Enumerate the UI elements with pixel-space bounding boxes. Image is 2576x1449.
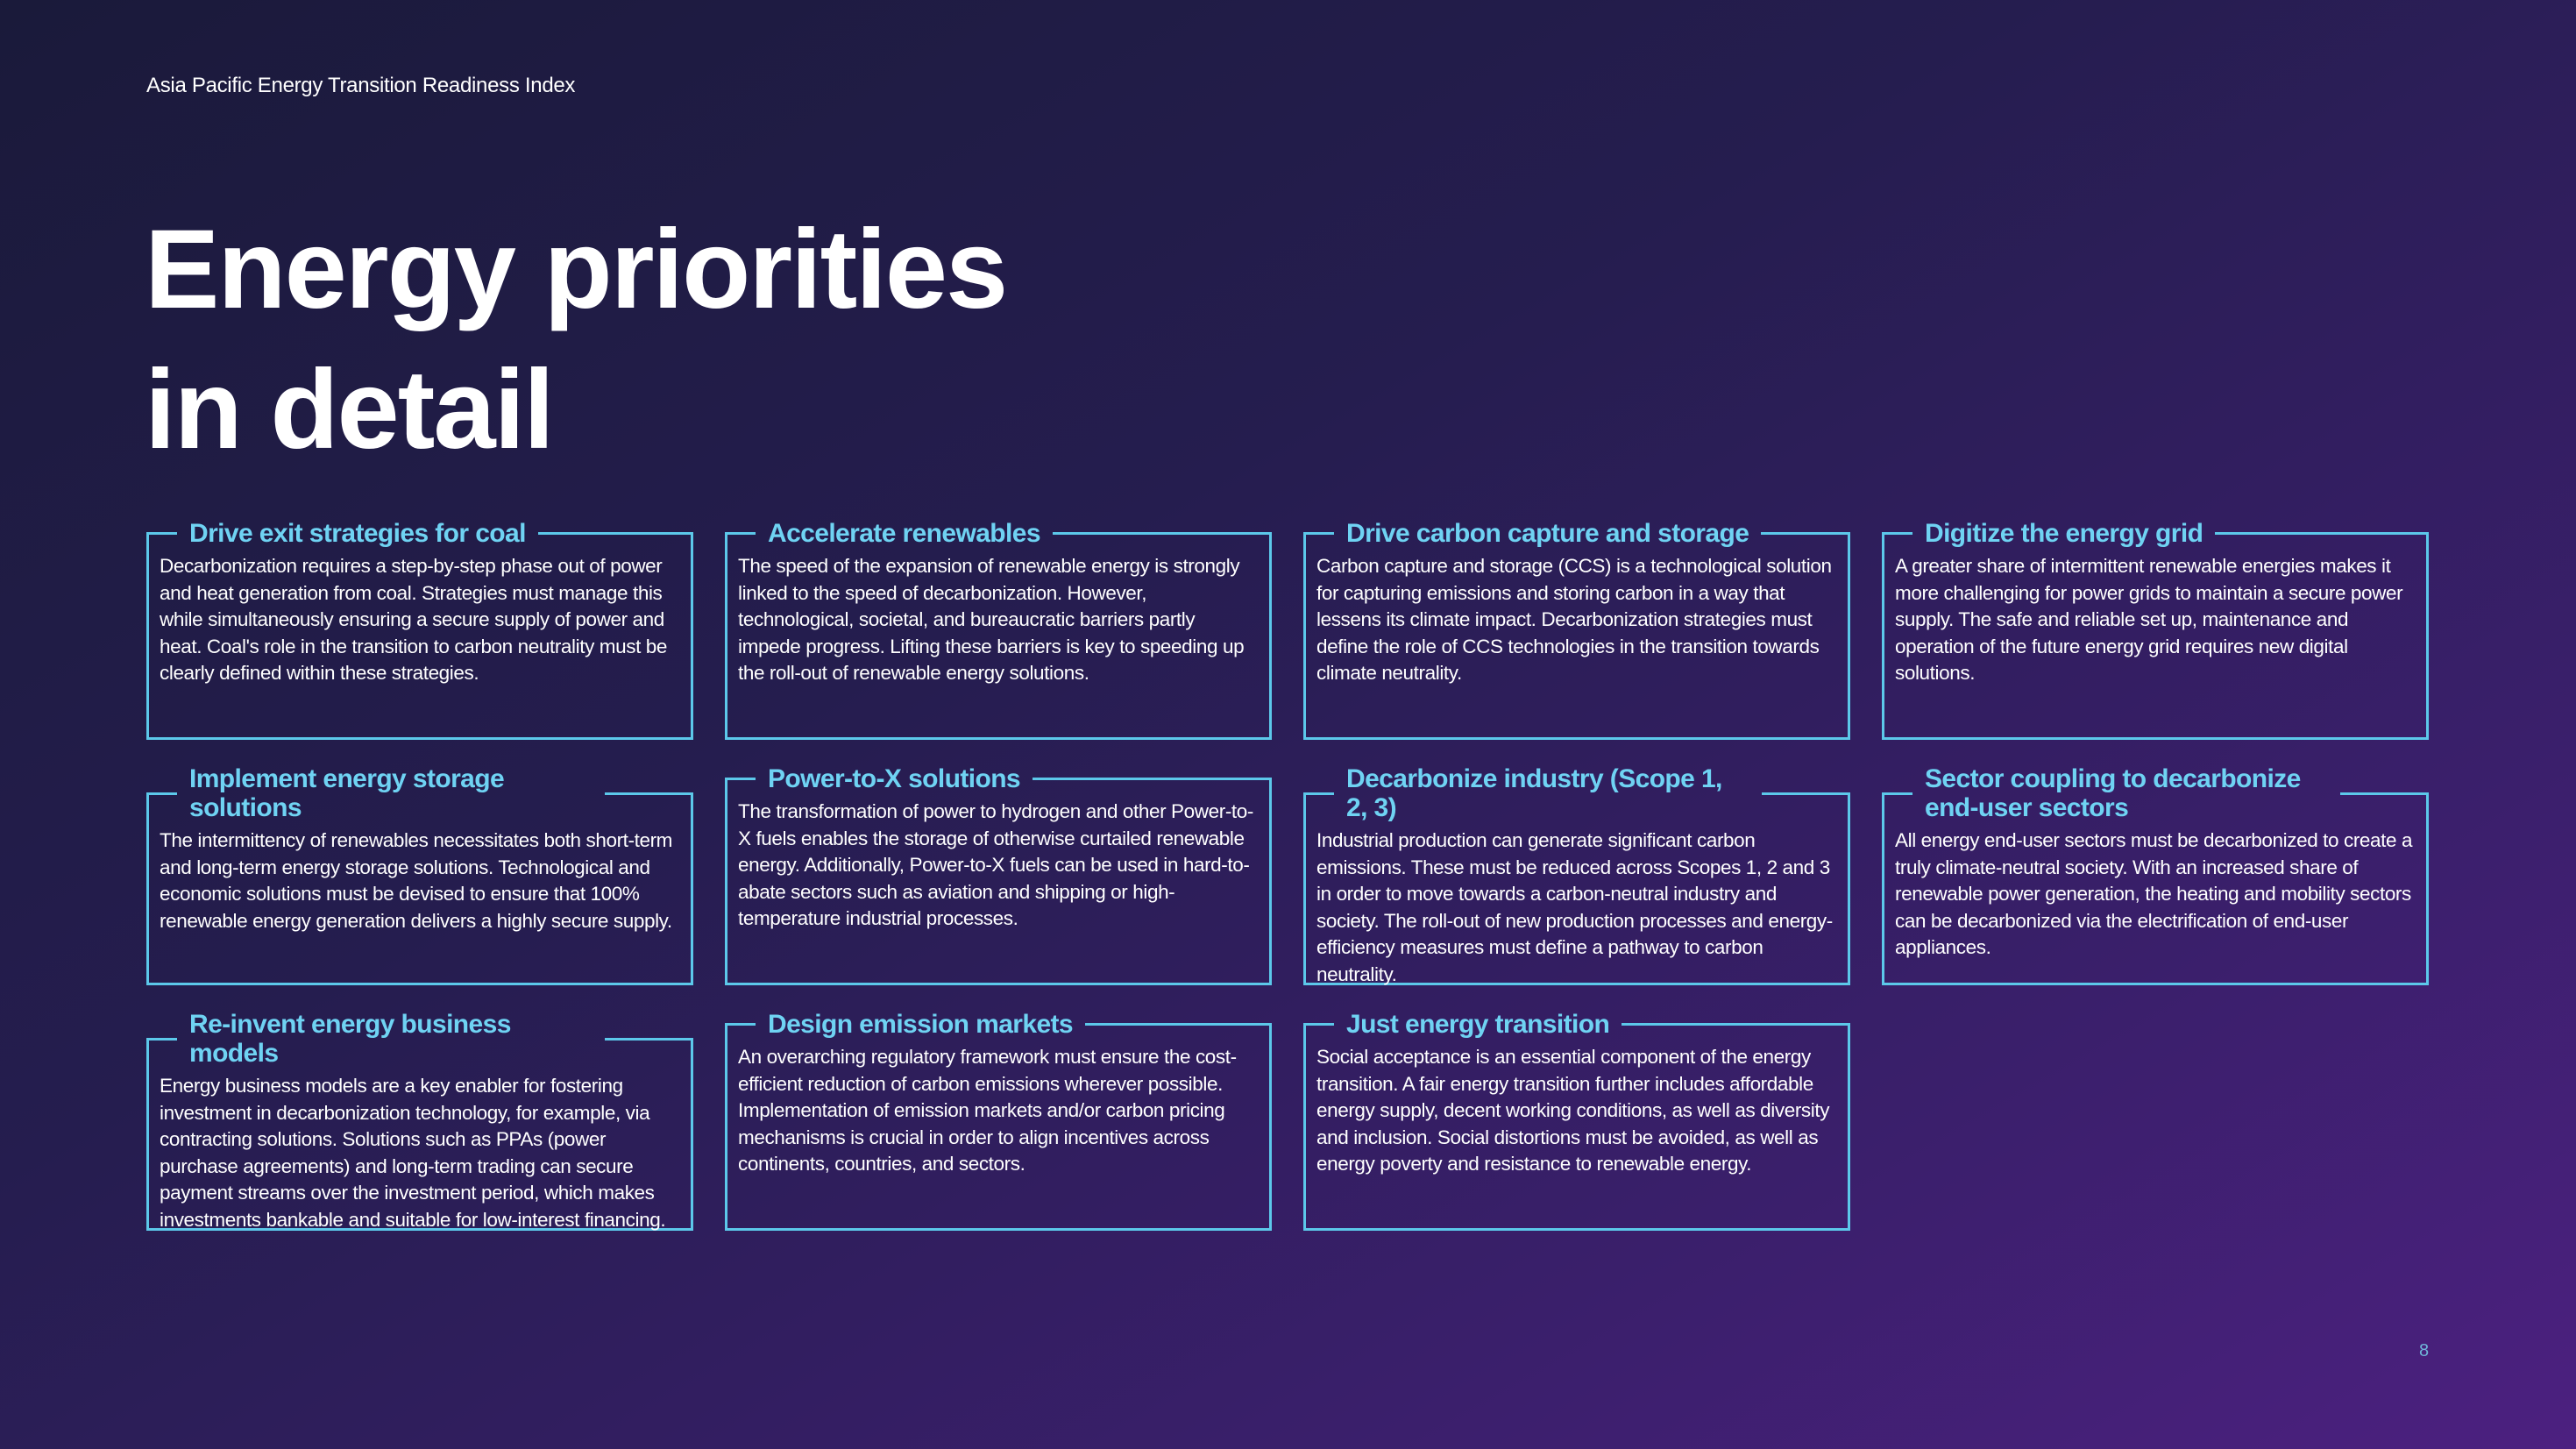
priority-card-body: All energy end-user sectors must be deca… [1895,829,2413,958]
priority-card: Drive carbon capture and storage Carbon c… [1303,519,1850,740]
priority-card: Design emission markets An overarching re… [725,1010,1272,1231]
priority-card-title: Power-to-X solutions [768,764,1021,793]
priority-card-title: Re-invent energy business models [189,1010,511,1068]
page-title-line-1: Energy priorities [145,207,1008,332]
priority-card: Accelerate renewables The speed of the ex… [725,519,1272,740]
priority-card-title: Drive carbon capture and storage [1346,519,1749,548]
priority-card-body: The transformation of power to hydrogen … [738,800,1253,929]
priority-card-title: Just energy transition [1346,1010,1610,1039]
priority-card-title: Sector coupling to decarbonize end-user … [1925,764,2301,822]
priority-card-body: A greater share of intermittent renewabl… [1895,555,2403,684]
priorities-grid: Drive exit strategies for coal Decarboniz… [146,519,2429,1231]
priority-card-title: Design emission markets [768,1010,1074,1039]
priority-card-body: Industrial production can generate signi… [1316,829,1833,985]
priority-card: Implement energy storage solutions The in… [146,764,693,985]
priority-card-title: Digitize the energy grid [1925,519,2203,548]
priority-card-body: Decarbonization requires a step-by-step … [160,555,668,684]
priority-card-body: Social acceptance is an essential compon… [1316,1046,1830,1175]
priority-card: Re-invent energy business models Energy b… [146,1010,693,1231]
priority-card-title: Accelerate renewables [768,519,1041,548]
document-header: Asia Pacific Energy Transition Readiness… [146,74,576,97]
priority-card: Drive exit strategies for coal Decarboniz… [146,519,693,740]
page-title: Energy priorities in detail [145,200,1008,480]
priority-card: Just energy transition Social acceptance … [1303,1010,1850,1231]
priority-card: Decarbonize industry (Scope 1, 2, 3) Indu… [1303,764,1850,985]
priority-card-title: Drive exit strategies for coal [189,519,526,548]
priority-card-body: The intermittency of renewables necessit… [160,829,673,932]
priority-card: Power-to-X solutions The transformation o… [725,764,1272,985]
priority-card-body: The speed of the expansion of renewable … [738,555,1245,684]
page-number: 8 [2419,1341,2430,1360]
priority-card-body: Energy business models are a key enabler… [160,1075,666,1231]
priority-card-body: Carbon capture and storage (CCS) is a te… [1316,555,1832,684]
priority-card-body: An overarching regulatory framework must… [738,1046,1237,1175]
priority-card-title: Implement energy storage solutions [189,764,505,822]
priority-card-title: Decarbonize industry (Scope 1, 2, 3) [1346,764,1722,822]
priority-card: Sector coupling to decarbonize end-user … [1882,764,2429,985]
priority-card: Digitize the energy grid A greater share … [1882,519,2429,740]
page-title-line-2: in detail [145,347,555,472]
